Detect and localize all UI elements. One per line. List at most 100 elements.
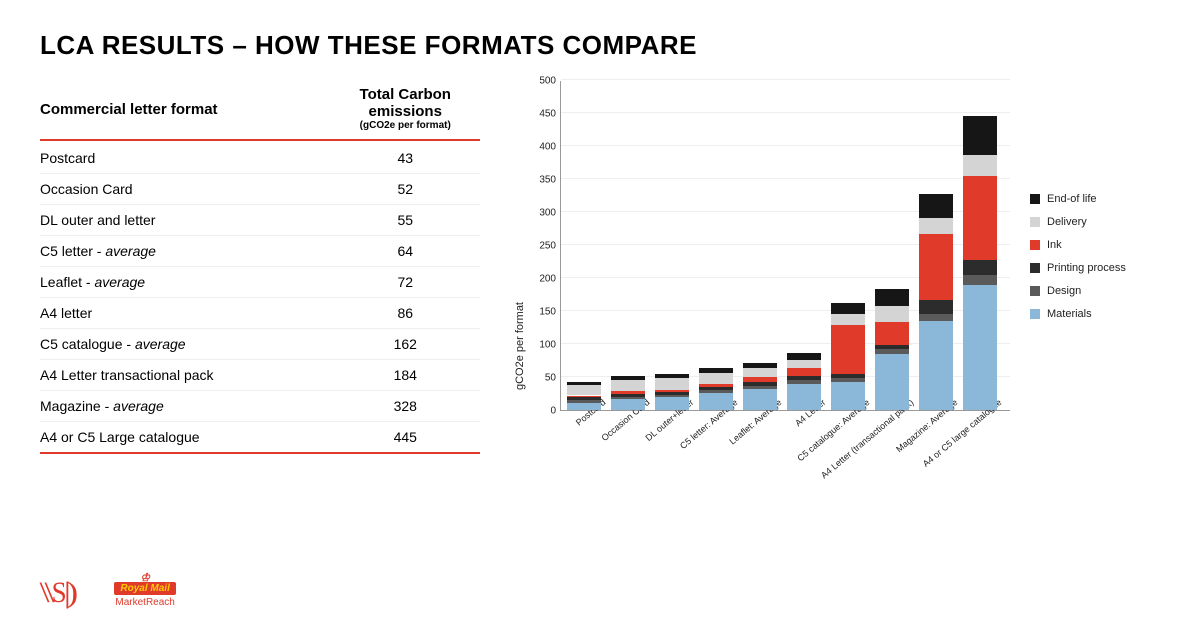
table-row: Occasion Card52 [40, 174, 480, 205]
col-format-header: Commercial letter format [40, 81, 330, 133]
bar-segment-printing [875, 345, 909, 350]
row-value: 86 [330, 298, 480, 329]
legend-item: Delivery [1030, 216, 1160, 228]
bar-segment-printing [655, 392, 689, 395]
y-tick: 350 [539, 175, 556, 186]
emissions-table: Commercial letter format Total Carbon em… [40, 81, 480, 613]
legend-swatch [1030, 217, 1040, 227]
bar-segment-printing [831, 374, 865, 378]
crown-icon: ♔ [140, 571, 150, 584]
royal-mail-logo: ♔Royal Mail MarketReach [114, 582, 175, 610]
bar-segment-printing [919, 300, 953, 315]
table-row: A4 Letter transactional pack184 [40, 360, 480, 391]
y-tick: 250 [539, 241, 556, 252]
col-value-header: Total Carbon emissions (gCO2e per format… [330, 81, 480, 133]
bar-segment-design [655, 395, 689, 398]
y-tick: 300 [539, 208, 556, 219]
y-tick: 450 [539, 109, 556, 120]
bar-segment-endoflife [655, 374, 689, 379]
bar-segment-printing [699, 387, 733, 390]
bar-segment-design [831, 378, 865, 382]
bar-segment-delivery [655, 378, 689, 389]
y-tick: 50 [545, 373, 556, 384]
y-tick: 200 [539, 274, 556, 285]
bar-segment-materials [567, 403, 601, 410]
row-value: 43 [330, 143, 480, 174]
bar-segment-printing [567, 397, 601, 400]
legend-item: End-of life [1030, 193, 1160, 205]
bar-segment-design [567, 400, 601, 403]
bar-segment-delivery [787, 360, 821, 369]
bar-segment-materials [611, 399, 645, 410]
legend-swatch [1030, 286, 1040, 296]
bar-segment-materials [831, 382, 865, 410]
table-row: Postcard43 [40, 143, 480, 174]
bar-segment-ink [831, 325, 865, 375]
bar-segment-delivery [567, 385, 601, 396]
y-tick: 400 [539, 142, 556, 153]
bar-segment-materials [919, 321, 953, 410]
bar-segment-endoflife [831, 303, 865, 314]
bar-segment-ink [963, 176, 997, 260]
bar-segment-materials [963, 285, 997, 410]
row-name: C5 letter - average [40, 236, 330, 267]
legend-swatch [1030, 194, 1040, 204]
y-tick: 150 [539, 307, 556, 318]
y-tick: 0 [550, 406, 556, 417]
wsp-logo: \\S|) [40, 576, 74, 610]
bar-segment-delivery [831, 314, 865, 325]
bar-segment-delivery [611, 380, 645, 391]
bar-segment-endoflife [611, 376, 645, 380]
y-axis-label: gCO2e per format [510, 202, 526, 390]
y-axis-ticks: 050100150200250300350400450500 [526, 81, 560, 411]
bar-segment-materials [743, 389, 777, 410]
emissions-chart: gCO2e per format 0 50 100 150 200 250 300 350 40… [510, 81, 1160, 511]
legend-label: Printing process [1047, 262, 1126, 274]
bar-segment-design [699, 390, 733, 393]
bar-segment-endoflife [963, 116, 997, 154]
chart-plot: PostcardOccasion CardDL outer+letterC5 l… [560, 81, 1010, 411]
row-value: 184 [330, 360, 480, 391]
table-row: Magazine - average328 [40, 391, 480, 422]
bar-segment-delivery [743, 368, 777, 377]
y-tick: 500 [539, 76, 556, 87]
row-value: 445 [330, 422, 480, 453]
row-value: 52 [330, 174, 480, 205]
bar-segment-endoflife [919, 194, 953, 218]
bar-segment-ink [567, 396, 601, 398]
page-title: LCA RESULTS – HOW THESE FORMATS COMPARE [40, 30, 1160, 61]
legend-label: Ink [1047, 239, 1062, 251]
chart-legend: End-of lifeDeliveryInkPrinting processDe… [1010, 193, 1160, 400]
legend-label: End-of life [1047, 193, 1097, 205]
bar-segment-ink [919, 234, 953, 300]
row-value: 55 [330, 205, 480, 236]
footer-logos: \\S|) ♔Royal Mail MarketReach [40, 576, 176, 610]
legend-label: Delivery [1047, 216, 1087, 228]
row-value: 64 [330, 236, 480, 267]
bar-segment-design [611, 397, 645, 400]
bar-segment-endoflife [567, 382, 601, 385]
legend-swatch [1030, 309, 1040, 319]
row-name: A4 or C5 Large catalogue [40, 422, 330, 453]
y-tick: 100 [539, 340, 556, 351]
bar-segment-design [875, 349, 909, 354]
bar-segment-delivery [875, 306, 909, 322]
bar-segment-printing [787, 376, 821, 380]
bar-segment-ink [699, 384, 733, 387]
bar-segment-ink [655, 390, 689, 393]
bar-segment-materials [875, 354, 909, 410]
bar-segment-endoflife [787, 353, 821, 360]
legend-label: Materials [1047, 308, 1092, 320]
table-row: Leaflet - average72 [40, 267, 480, 298]
row-name: C5 catalogue - average [40, 329, 330, 360]
row-value: 328 [330, 391, 480, 422]
row-name: Leaflet - average [40, 267, 330, 298]
legend-item: Printing process [1030, 262, 1160, 274]
bar-segment-ink [875, 322, 909, 345]
bar-segment-printing [743, 382, 777, 386]
bar-segment-endoflife [743, 363, 777, 368]
row-name: A4 Letter transactional pack [40, 360, 330, 391]
legend-swatch [1030, 263, 1040, 273]
row-name: DL outer and letter [40, 205, 330, 236]
bar-segment-delivery [963, 155, 997, 176]
